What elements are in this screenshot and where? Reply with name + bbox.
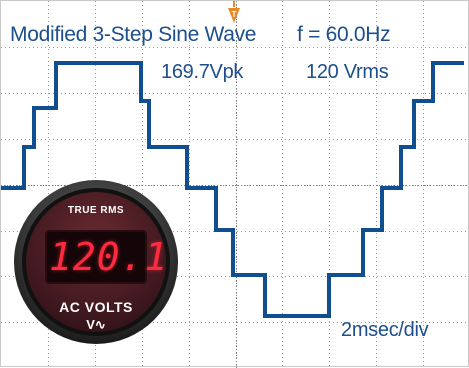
meter-reading: 120.1	[49, 235, 169, 279]
trigger-marker-icon[interactable]: T	[226, 1, 242, 25]
stepped-sine-wave	[1, 61, 464, 318]
rms-voltage-readout: 120 Vrms	[306, 61, 389, 83]
peak-voltage-readout: 169.7Vpk	[161, 61, 244, 83]
timebase-readout: 2msec/div	[341, 319, 429, 341]
panel-meter: TRUE RMS 120.1 AC VOLTS V∿	[13, 179, 179, 345]
meter-symbol: V∿	[86, 317, 106, 332]
waveform-title: Modified 3-Step Sine Wave	[10, 23, 257, 46]
meter-unit-label: AC VOLTS	[59, 299, 133, 315]
meter-header: TRUE RMS	[67, 205, 125, 216]
trigger-label: T	[232, 10, 237, 19]
frequency-readout: f = 60.0Hz	[297, 23, 391, 46]
